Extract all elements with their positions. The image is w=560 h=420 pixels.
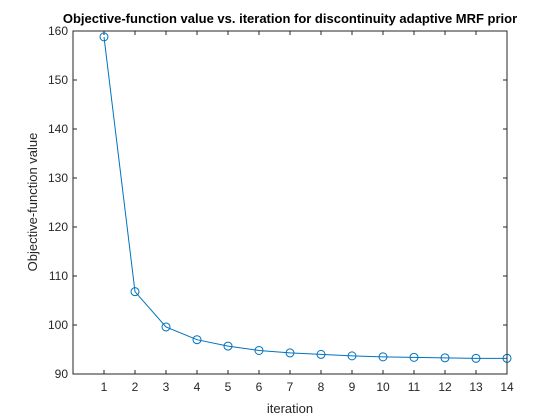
x-tick-label: 11 [408, 380, 421, 394]
y-tick-label: 140 [48, 122, 68, 136]
x-tick-label: 4 [194, 380, 201, 394]
x-axis-label: iteration [267, 401, 313, 416]
x-tick-label: 1 [101, 380, 108, 394]
y-tick-label: 130 [48, 171, 68, 185]
plot-area-box [72, 30, 508, 375]
y-tick-label: 150 [48, 73, 68, 87]
x-tick-label: 12 [438, 380, 452, 394]
y-tick-label: 160 [48, 24, 68, 38]
plot-area-background [73, 31, 507, 374]
x-tick-label: 3 [163, 380, 170, 394]
x-tick-label: 5 [225, 380, 232, 394]
data-point-marker [285, 348, 295, 358]
x-tick-label: 2 [132, 380, 139, 394]
data-point-marker [130, 287, 140, 297]
series-line [103, 36, 507, 359]
x-tick-label: 14 [500, 380, 514, 394]
data-point-marker [161, 322, 171, 332]
y-tick-label: 110 [49, 269, 68, 283]
x-tick-label: 8 [318, 380, 325, 394]
data-point-marker [223, 341, 233, 351]
data-point-marker [440, 353, 450, 363]
data-point-marker [409, 352, 419, 362]
y-tick-label: 100 [48, 318, 68, 332]
data-point-marker [378, 352, 388, 362]
x-tick-label: 6 [256, 380, 263, 394]
x-tick-label: 10 [376, 380, 390, 394]
x-tick-label: 9 [349, 380, 356, 394]
ticks-layer: 1 2 3 4 5 6 7 8 9 10 11 12 13 14901001101201301401501… [48, 24, 514, 394]
y-tick-label: 90 [55, 367, 69, 381]
data-point-marker [254, 345, 264, 355]
y-axis-label: Objective-function value [25, 133, 40, 272]
data-point-marker [99, 32, 109, 42]
data-point-marker [471, 353, 481, 363]
y-tick-label: 120 [48, 220, 68, 234]
data-point-marker [192, 335, 202, 345]
x-tick-label: 7 [287, 380, 294, 394]
data-point-marker [316, 349, 326, 359]
series-layer [99, 32, 512, 363]
x-tick-label: 13 [469, 380, 483, 394]
chart-title: Objective-function value vs. iteration f… [63, 11, 517, 26]
data-point-marker [347, 351, 357, 361]
